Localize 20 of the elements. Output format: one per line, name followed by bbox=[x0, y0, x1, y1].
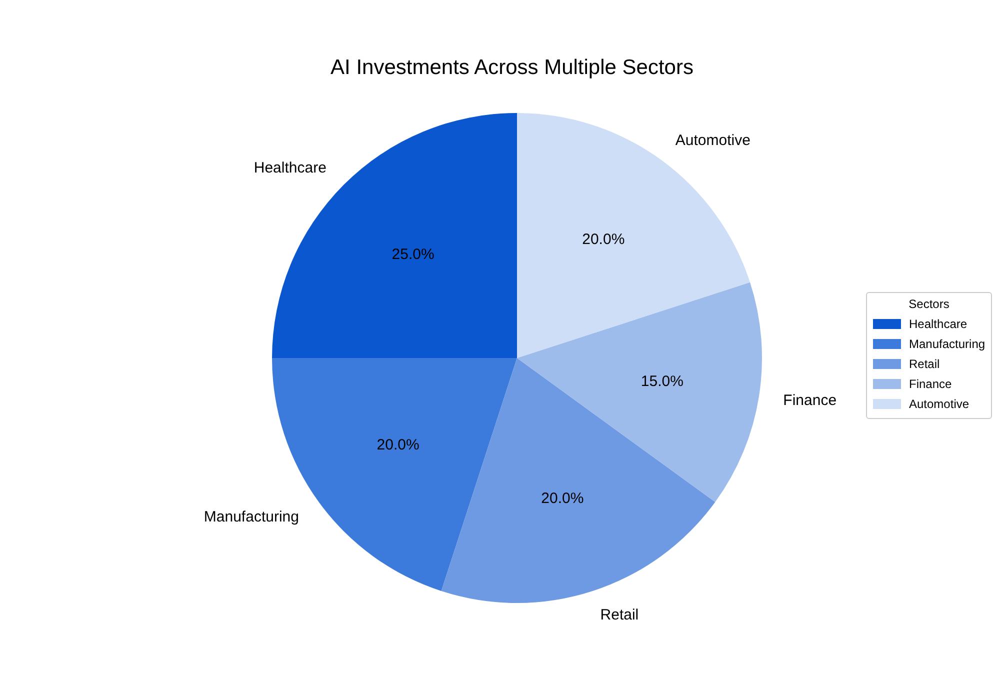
legend-label: Healthcare bbox=[909, 317, 968, 331]
data-label: 15.0% bbox=[640, 372, 684, 390]
pie-slice bbox=[517, 113, 750, 358]
slice-label: Healthcare bbox=[254, 158, 326, 176]
slice-label: Finance bbox=[783, 392, 837, 409]
slice-label: Automotive bbox=[675, 131, 750, 148]
pie-slice bbox=[441, 358, 716, 603]
legend-label: Retail bbox=[909, 357, 940, 371]
pie-slice bbox=[517, 282, 762, 502]
data-label: 20.0% bbox=[541, 489, 584, 506]
legend-title: Sectors bbox=[908, 297, 950, 311]
legend-label: Automotive bbox=[909, 397, 970, 411]
data-label: 20.0% bbox=[376, 436, 420, 453]
legend-label: Finance bbox=[909, 377, 952, 391]
slice-label: Manufacturing bbox=[204, 508, 299, 525]
chart-title: AI Investments Across Multiple Sectors bbox=[330, 56, 694, 79]
legend-label: Manufacturing bbox=[909, 337, 986, 351]
data-label: 25.0% bbox=[392, 246, 434, 263]
data-label: 20.0% bbox=[582, 230, 625, 248]
slice-label: Retail bbox=[600, 606, 639, 623]
